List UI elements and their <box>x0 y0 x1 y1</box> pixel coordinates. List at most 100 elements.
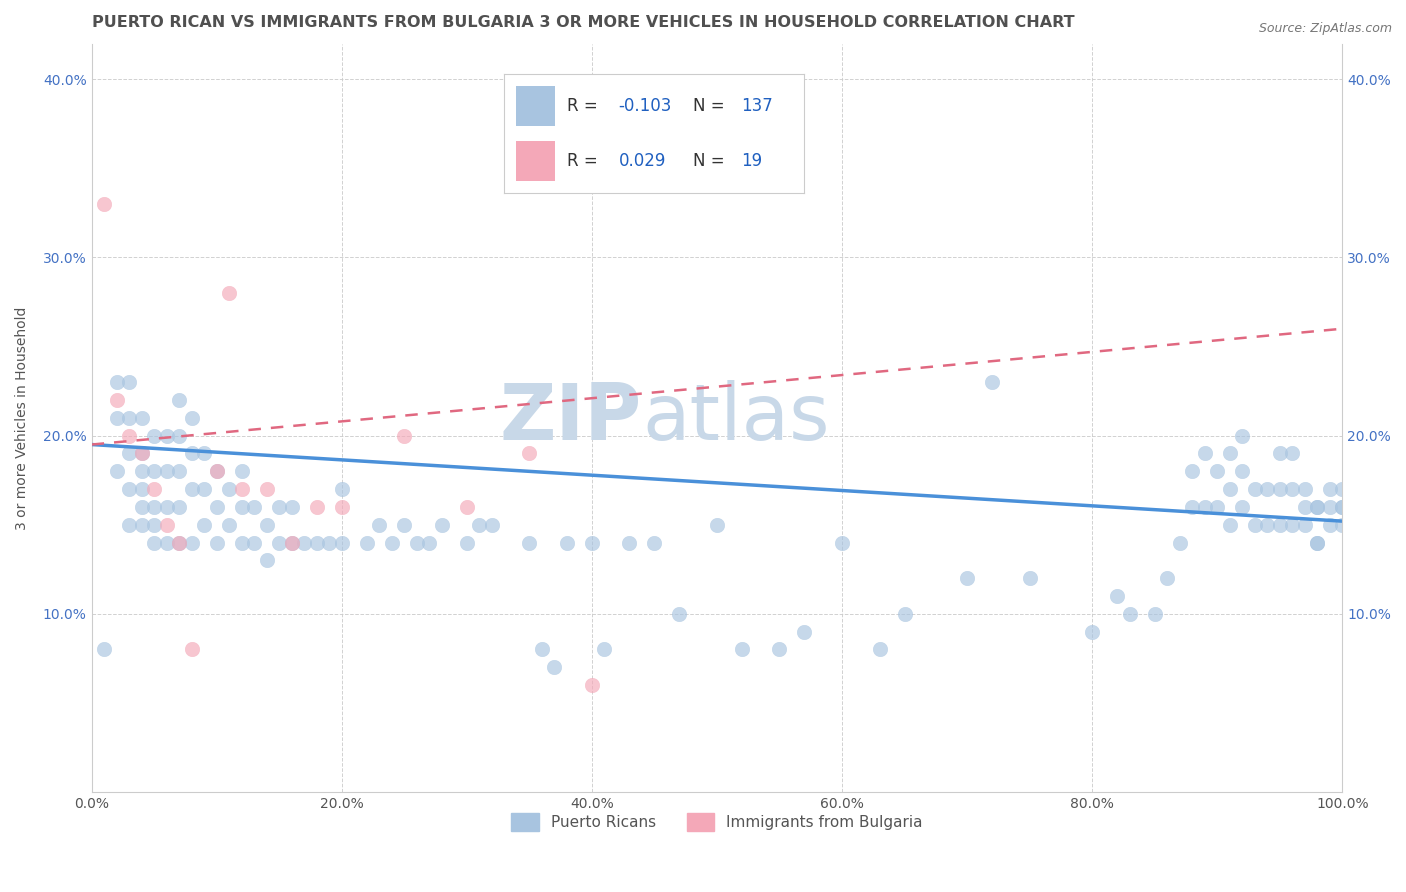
Point <box>1294 482 1316 496</box>
Point <box>1268 482 1291 496</box>
Point <box>643 535 665 549</box>
Point <box>118 375 141 389</box>
Point <box>193 446 215 460</box>
Point <box>118 428 141 442</box>
Point <box>1306 535 1329 549</box>
Point <box>167 464 190 478</box>
Point <box>456 535 478 549</box>
Text: atlas: atlas <box>643 380 830 456</box>
Point <box>1219 517 1241 532</box>
Point <box>131 482 153 496</box>
Point <box>430 517 453 532</box>
Point <box>1331 500 1354 514</box>
Point <box>1331 517 1354 532</box>
Point <box>1232 464 1254 478</box>
Point <box>330 535 353 549</box>
Point <box>156 464 179 478</box>
Point <box>330 482 353 496</box>
Point <box>156 535 179 549</box>
Point <box>1281 517 1303 532</box>
Point <box>1256 482 1278 496</box>
Point <box>543 660 565 674</box>
Point <box>105 375 128 389</box>
Point <box>368 517 391 532</box>
Point <box>893 607 915 621</box>
Point <box>143 428 166 442</box>
Point <box>1281 446 1303 460</box>
Point <box>1156 571 1178 585</box>
Point <box>305 535 328 549</box>
Point <box>193 517 215 532</box>
Point <box>131 446 153 460</box>
Point <box>243 535 266 549</box>
Point <box>356 535 378 549</box>
Point <box>143 535 166 549</box>
Point <box>280 500 302 514</box>
Point <box>93 197 115 211</box>
Point <box>1294 517 1316 532</box>
Point <box>118 517 141 532</box>
Point <box>793 624 815 639</box>
Point <box>243 500 266 514</box>
Point <box>1306 500 1329 514</box>
Point <box>1281 482 1303 496</box>
Point <box>143 500 166 514</box>
Point <box>1206 500 1229 514</box>
Point <box>1319 500 1341 514</box>
Point <box>167 535 190 549</box>
Point <box>143 482 166 496</box>
Point <box>118 482 141 496</box>
Point <box>1294 500 1316 514</box>
Point <box>256 517 278 532</box>
Point <box>1018 571 1040 585</box>
Point <box>1219 446 1241 460</box>
Point <box>1319 517 1341 532</box>
Point <box>280 535 302 549</box>
Point <box>305 500 328 514</box>
Point <box>269 500 291 514</box>
Point <box>517 535 540 549</box>
Y-axis label: 3 or more Vehicles in Household: 3 or more Vehicles in Household <box>15 306 30 530</box>
Point <box>105 392 128 407</box>
Point <box>869 642 891 657</box>
Point <box>581 678 603 692</box>
Point <box>1331 482 1354 496</box>
Point <box>1243 482 1265 496</box>
Point <box>180 642 202 657</box>
Point <box>118 446 141 460</box>
Point <box>156 428 179 442</box>
Point <box>231 482 253 496</box>
Point <box>231 500 253 514</box>
Point <box>143 517 166 532</box>
Point <box>1256 517 1278 532</box>
Point <box>205 500 228 514</box>
Point <box>131 410 153 425</box>
Point <box>205 464 228 478</box>
Point <box>256 482 278 496</box>
Point <box>105 410 128 425</box>
Point <box>418 535 440 549</box>
Point <box>1181 464 1204 478</box>
Point <box>231 464 253 478</box>
Point <box>1219 482 1241 496</box>
Point <box>167 428 190 442</box>
Point <box>481 517 503 532</box>
Point <box>1168 535 1191 549</box>
Point <box>1107 589 1129 603</box>
Point <box>394 517 416 532</box>
Point <box>205 535 228 549</box>
Point <box>330 500 353 514</box>
Point <box>1232 428 1254 442</box>
Point <box>218 482 240 496</box>
Point <box>131 464 153 478</box>
Point <box>405 535 427 549</box>
Point <box>1243 517 1265 532</box>
Point <box>1194 500 1216 514</box>
Point <box>105 464 128 478</box>
Point <box>93 642 115 657</box>
Point <box>581 535 603 549</box>
Point <box>292 535 315 549</box>
Point <box>193 482 215 496</box>
Point <box>256 553 278 567</box>
Point <box>706 517 728 532</box>
